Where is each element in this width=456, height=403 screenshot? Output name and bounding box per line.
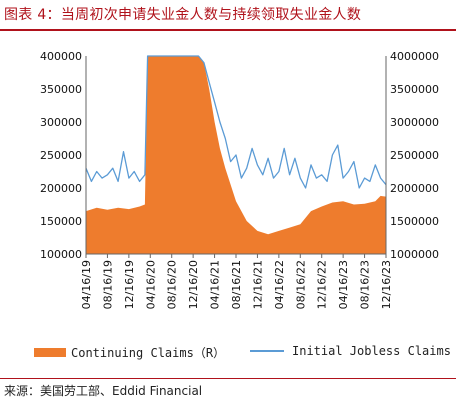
left-tick-label: 400000	[40, 50, 82, 63]
x-tick-label: 08/16/21	[230, 260, 243, 309]
x-tick-label: 12/16/19	[123, 260, 136, 309]
x-tick-label: 12/16/22	[316, 260, 329, 309]
left-tick-label: 300000	[40, 116, 82, 129]
right-tick-label: 2000000	[390, 182, 439, 195]
chart: 400000 350000 300000 250000 200000 150000 1000…	[40, 50, 439, 309]
right-axis: 4000000 3500000 3000000 2500000 2000000 15000…	[385, 50, 439, 261]
continuing-claims-area-series	[86, 56, 386, 254]
right-tick-label: 2500000	[390, 149, 439, 162]
left-tick-label: 200000	[40, 182, 82, 195]
initial-claims-line-series	[85, 55, 387, 189]
left-tick-label: 250000	[40, 149, 82, 162]
right-tick-label: 3500000	[390, 83, 439, 96]
x-tick-label: 08/16/19	[101, 260, 114, 309]
right-tick-label: 3000000	[390, 116, 439, 129]
left-tick-label: 150000	[40, 215, 82, 228]
x-tick-label: 04/16/23	[337, 260, 350, 309]
x-tick-label: 04/16/21	[209, 260, 222, 309]
x-tick-label: 04/16/20	[144, 260, 157, 309]
x-tick-label: 04/16/22	[273, 260, 286, 309]
right-tick-label: 4000000	[390, 50, 439, 63]
x-tick-label: 08/16/20	[166, 260, 179, 309]
x-tick-label: 12/16/21	[251, 260, 264, 309]
x-tick-label: 08/16/23	[359, 260, 372, 309]
source-note: 来源：美国劳工部、Eddid Financial	[4, 384, 203, 398]
right-tick-label: 1000000	[390, 248, 439, 261]
x-tick-label: 12/16/23	[380, 260, 393, 309]
legend-item-initial-claims: Initial Jobless Claims	[250, 344, 451, 358]
legend: Continuing Claims（R） Initial Jobless Cla…	[34, 344, 454, 364]
left-axis: 400000 350000 300000 250000 200000 150000 1000…	[40, 50, 87, 261]
x-axis: 04/16/19 08/16/19 12/16/19 04/16/20 08/16/20…	[80, 253, 393, 309]
legend-swatch-line	[250, 350, 284, 352]
legend-label-initial-claims: Initial Jobless Claims	[292, 344, 451, 358]
legend-label-continuing-claims: Continuing Claims（R）	[71, 346, 226, 360]
legend-swatch-area	[34, 348, 66, 357]
figure-title: 图表 4：当周初次申请失业金人数与持续领取失业金人数	[0, 0, 456, 31]
left-tick-label: 350000	[40, 83, 82, 96]
right-tick-label: 1500000	[390, 215, 439, 228]
continuing-claims-area	[86, 56, 386, 254]
x-tick-label: 04/16/19	[80, 260, 93, 309]
footer-divider	[0, 378, 456, 379]
x-tick-label: 12/16/20	[187, 260, 200, 309]
left-tick-label: 100000	[40, 248, 82, 261]
initial-claims-line	[85, 55, 387, 189]
x-tick-label: 08/16/22	[294, 260, 307, 309]
legend-item-continuing-claims: Continuing Claims（R）	[34, 344, 225, 361]
